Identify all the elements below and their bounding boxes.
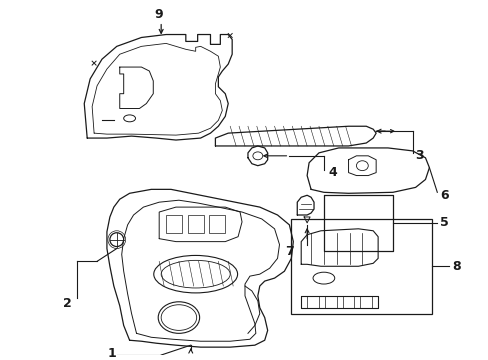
Bar <box>209 215 225 233</box>
Bar <box>291 219 431 314</box>
Text: 3: 3 <box>414 149 423 162</box>
Text: 9: 9 <box>154 8 162 21</box>
Text: 7: 7 <box>285 245 293 258</box>
Bar <box>187 215 203 233</box>
Text: 4: 4 <box>328 166 337 179</box>
Text: 1: 1 <box>107 347 116 360</box>
Text: 6: 6 <box>439 189 448 202</box>
Text: 8: 8 <box>451 260 460 273</box>
Text: 2: 2 <box>63 297 72 310</box>
Text: 5: 5 <box>439 216 448 229</box>
Bar <box>166 215 182 233</box>
